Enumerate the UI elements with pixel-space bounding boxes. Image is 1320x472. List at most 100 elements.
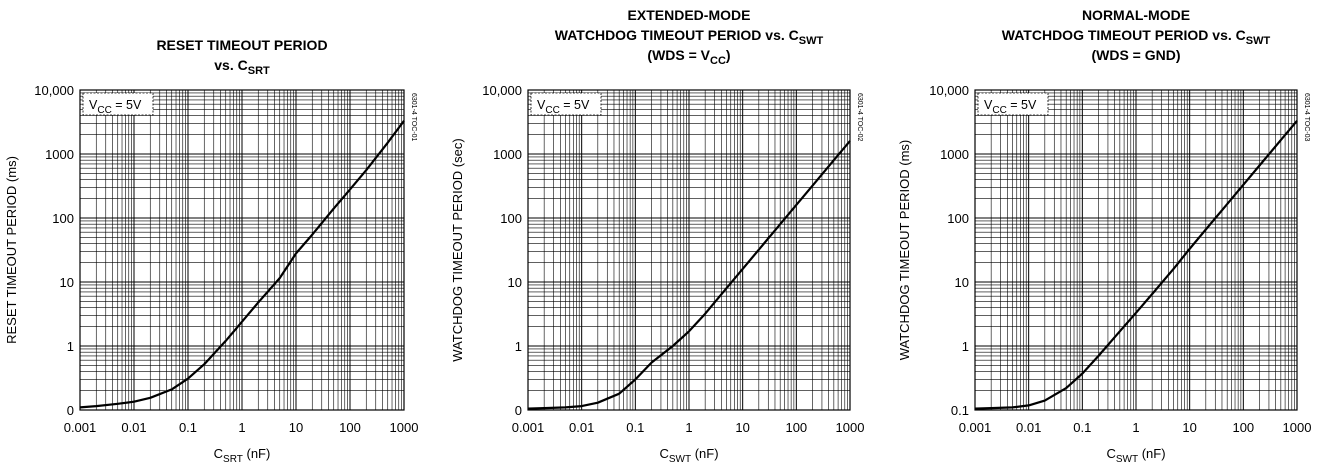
y-tick-label: 1000 bbox=[493, 147, 522, 162]
grid bbox=[527, 90, 850, 411]
xlabel-tail: (nF) bbox=[243, 446, 270, 461]
x-tick-label: 1 bbox=[1132, 420, 1139, 435]
title-main: WATCHDOG TIMEOUT PERIOD vs. C bbox=[555, 27, 799, 43]
x-tick-label: 0.001 bbox=[64, 420, 97, 435]
x-tick-label: 10 bbox=[1182, 420, 1196, 435]
y-tick-label: 10 bbox=[60, 275, 74, 290]
code-bg bbox=[852, 92, 862, 148]
code-bg bbox=[1299, 92, 1309, 148]
x-tick-label: 0.001 bbox=[512, 420, 545, 435]
chart-title-line: vs. CSRT bbox=[214, 57, 270, 77]
x-axis-label: CSWT (nF) bbox=[1106, 446, 1165, 465]
y-tick-label: 0 bbox=[515, 403, 522, 418]
series-line bbox=[974, 120, 1298, 410]
legend-sub: CC bbox=[545, 105, 559, 116]
plot-frame bbox=[79, 89, 405, 411]
legend-box bbox=[82, 92, 154, 116]
xlabel-sub: SWT bbox=[1116, 454, 1138, 465]
x-tick-label: 0.01 bbox=[569, 420, 594, 435]
title-sub: SWT bbox=[1246, 35, 1271, 47]
y-tick-label: 1000 bbox=[940, 147, 969, 162]
figure-code: 6301-4 TOC-01 bbox=[410, 93, 417, 141]
legend-sub: CC bbox=[992, 105, 1006, 116]
series-line bbox=[79, 120, 405, 409]
chart-2: VCC = 5V 6301-4 TOC-020.001 0.01 0.1 1 10 100 1… bbox=[450, 7, 864, 465]
series-line bbox=[527, 140, 851, 410]
x-tick-label: 10 bbox=[735, 420, 749, 435]
grid bbox=[974, 90, 1297, 411]
title-main: (WDS = GND) bbox=[1091, 47, 1180, 63]
legend-label: VCC = 5V bbox=[984, 98, 1037, 116]
y-tick-label: 1 bbox=[962, 339, 969, 354]
xlabel-main: C bbox=[1106, 446, 1115, 461]
y-tick-label: 10 bbox=[508, 275, 522, 290]
legend-box bbox=[977, 92, 1049, 116]
title-main: RESET TIMEOUT PERIOD bbox=[156, 37, 327, 53]
y-axis-label: WATCHDOG TIMEOUT PERIOD (ms) bbox=[897, 140, 912, 361]
chart-1: VCC = 5V 6301-4 TOC-010.001 0.01 0.1 1 10 100 1… bbox=[4, 37, 418, 465]
y-tick-label: 100 bbox=[52, 211, 74, 226]
y-tick-label: 10 bbox=[955, 275, 969, 290]
x-tick-label: 0.1 bbox=[179, 420, 197, 435]
x-tick-label: 1000 bbox=[1283, 420, 1312, 435]
xlabel-sub: SRT bbox=[223, 454, 243, 465]
x-tick-label: 0.1 bbox=[1073, 420, 1091, 435]
legend-main: V bbox=[537, 98, 546, 112]
chart-title-line: WATCHDOG TIMEOUT PERIOD vs. CSWT bbox=[555, 27, 824, 47]
y-tick-label: 100 bbox=[947, 211, 969, 226]
chart-title-line: NORMAL-MODE bbox=[1082, 7, 1190, 23]
chart-title-line: WATCHDOG TIMEOUT PERIOD vs. CSWT bbox=[1002, 27, 1271, 47]
legend-tail: = 5V bbox=[112, 98, 142, 112]
x-axis-label: CSRT (nF) bbox=[214, 446, 271, 465]
legend-sub: CC bbox=[97, 105, 111, 116]
xlabel-tail: (nF) bbox=[691, 446, 718, 461]
x-tick-label: 0.01 bbox=[1016, 420, 1041, 435]
title-sub: CC bbox=[710, 55, 726, 67]
y-tick-label: 10,000 bbox=[482, 83, 522, 98]
y-axis-label: WATCHDOG TIMEOUT PERIOD (sec) bbox=[450, 138, 465, 361]
x-tick-label: 0.1 bbox=[626, 420, 644, 435]
x-tick-label: 0.001 bbox=[959, 420, 992, 435]
title-main: EXTENDED-MODE bbox=[628, 7, 751, 23]
chart-title-line: RESET TIMEOUT PERIOD bbox=[156, 37, 327, 53]
legend-label: VCC = 5V bbox=[537, 98, 590, 116]
x-tick-label: 1 bbox=[685, 420, 692, 435]
x-tick-label: 1000 bbox=[390, 420, 419, 435]
legend-box bbox=[530, 92, 602, 116]
x-tick-label: 10 bbox=[289, 420, 303, 435]
figure-code: 6301-4 TOC-03 bbox=[1303, 93, 1310, 141]
y-axis-label: RESET TIMEOUT PERIOD (ms) bbox=[4, 156, 19, 344]
chart-3: VCC = 5V 6301-4 TOC-03 0.001 0.01 0.1 1 10 100 1… bbox=[897, 7, 1311, 465]
title-main: NORMAL-MODE bbox=[1082, 7, 1190, 23]
x-tick-label: 100 bbox=[785, 420, 807, 435]
chart-title-line: EXTENDED-MODE bbox=[628, 7, 751, 23]
x-axis-label: CSWT (nF) bbox=[659, 446, 718, 465]
y-tick-label: 10,000 bbox=[929, 83, 969, 98]
xlabel-main: C bbox=[659, 446, 668, 461]
title-main: vs. C bbox=[214, 57, 247, 73]
y-tick-label: 100 bbox=[500, 211, 522, 226]
title-sub: SWT bbox=[799, 35, 824, 47]
figure-code: 6301-4 TOC-02 bbox=[856, 93, 863, 141]
title-main: WATCHDOG TIMEOUT PERIOD vs. C bbox=[1002, 27, 1246, 43]
grid bbox=[79, 90, 404, 411]
title-tail: ) bbox=[726, 47, 731, 63]
x-tick-label: 100 bbox=[1232, 420, 1254, 435]
legend-tail: = 5V bbox=[560, 98, 590, 112]
y-tick-label: 0.1 bbox=[951, 403, 969, 418]
x-tick-label: 1000 bbox=[836, 420, 865, 435]
x-tick-label: 1 bbox=[238, 420, 245, 435]
xlabel-sub: SWT bbox=[669, 454, 691, 465]
x-tick-label: 0.01 bbox=[121, 420, 146, 435]
xlabel-main: C bbox=[214, 446, 223, 461]
chart-title-line: (WDS = VCC) bbox=[647, 47, 730, 67]
title-sub: SRT bbox=[248, 65, 270, 77]
y-tick-label: 10,000 bbox=[34, 83, 74, 98]
legend-main: V bbox=[89, 98, 98, 112]
legend-label: VCC = 5V bbox=[89, 98, 142, 116]
legend-main: V bbox=[984, 98, 993, 112]
plot-frame bbox=[974, 89, 1298, 411]
code-bg bbox=[406, 92, 416, 148]
y-tick-label: 0 bbox=[67, 403, 74, 418]
